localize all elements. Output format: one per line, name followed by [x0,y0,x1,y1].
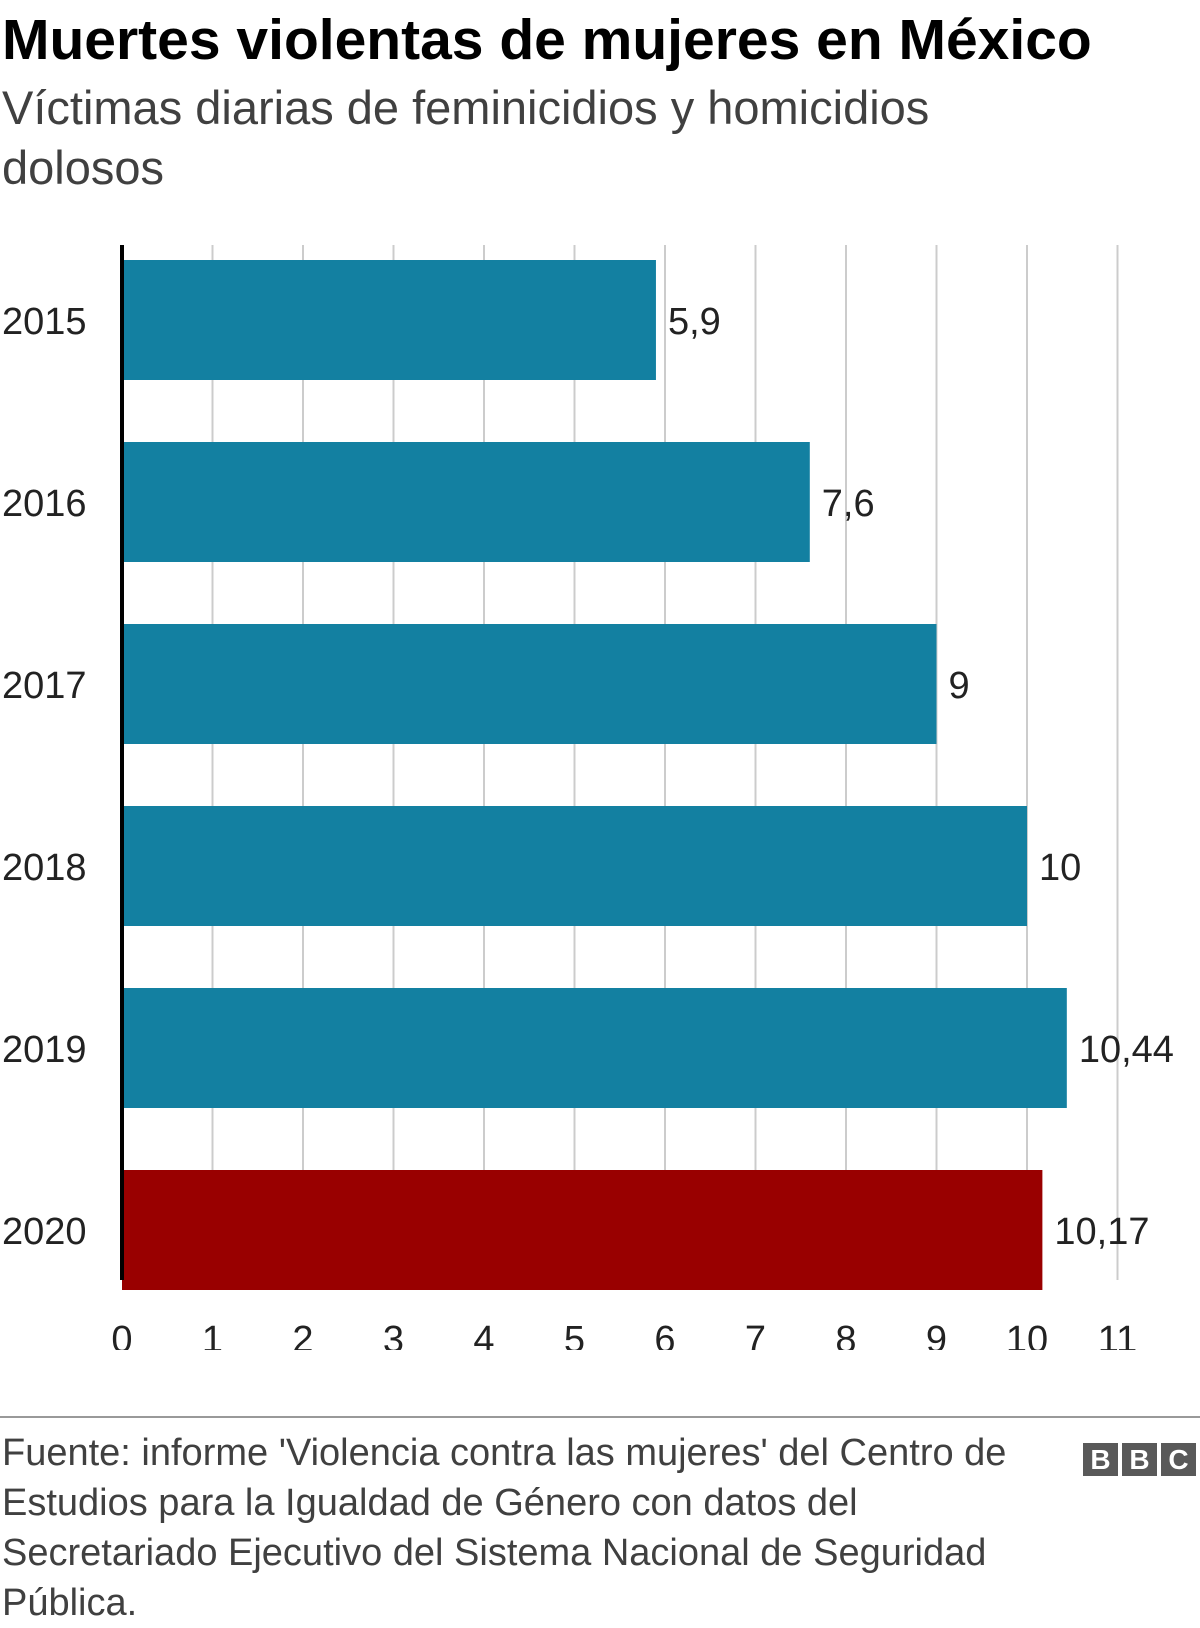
x-tick-label: 9 [926,1319,947,1350]
bar-2015 [122,260,656,380]
data-label: 7,6 [822,483,875,525]
category-label: 2018 [2,847,87,889]
footer-divider [0,1416,1200,1418]
category-label: 2016 [2,483,87,525]
bar-2020 [122,1170,1043,1290]
logo-letter: C [1161,1443,1196,1476]
x-tick-label: 8 [835,1319,856,1350]
data-label: 10,17 [1054,1211,1149,1253]
bbc-logo: B B C [1083,1443,1196,1476]
x-tick-label: 0 [111,1319,132,1350]
x-tick-label: 7 [745,1319,766,1350]
category-label: 2020 [2,1211,87,1253]
category-label: 2019 [2,1029,87,1071]
chart-title: Muertes violentas de mujeres en México [2,8,1092,72]
x-tick-label: 10 [1006,1319,1048,1350]
category-label: 2017 [2,665,87,707]
x-tick-label: 6 [654,1319,675,1350]
data-label: 5,9 [668,301,721,343]
bar-chart: 0 1 2 3 4 5 6 7 8 9 10 11 2015 5,9 2016 7,6 2017 9 2018 10 2… [2,245,1174,1350]
x-tick-label: 11 [1098,1319,1137,1350]
x-tick-label: 4 [473,1319,494,1350]
data-label: 10 [1039,847,1081,889]
x-tick-label: 2 [292,1319,313,1350]
data-label: 9 [949,665,970,707]
bar-2017 [122,624,937,744]
x-tick-label: 1 [202,1319,223,1350]
source-note: Fuente: informe 'Violencia contra las mu… [2,1432,1007,1624]
data-label: 10,44 [1079,1029,1174,1071]
bar-2019 [122,988,1067,1108]
logo-letter: B [1083,1443,1118,1476]
bar-2016 [122,442,810,562]
bar-2018 [122,806,1027,926]
x-tick-label: 5 [564,1319,585,1350]
category-label: 2015 [2,301,87,343]
chart-subtitle: Víctimas diarias de feminicidios y homic… [2,81,930,194]
x-tick-label: 3 [383,1319,404,1350]
logo-letter: B [1122,1443,1157,1476]
